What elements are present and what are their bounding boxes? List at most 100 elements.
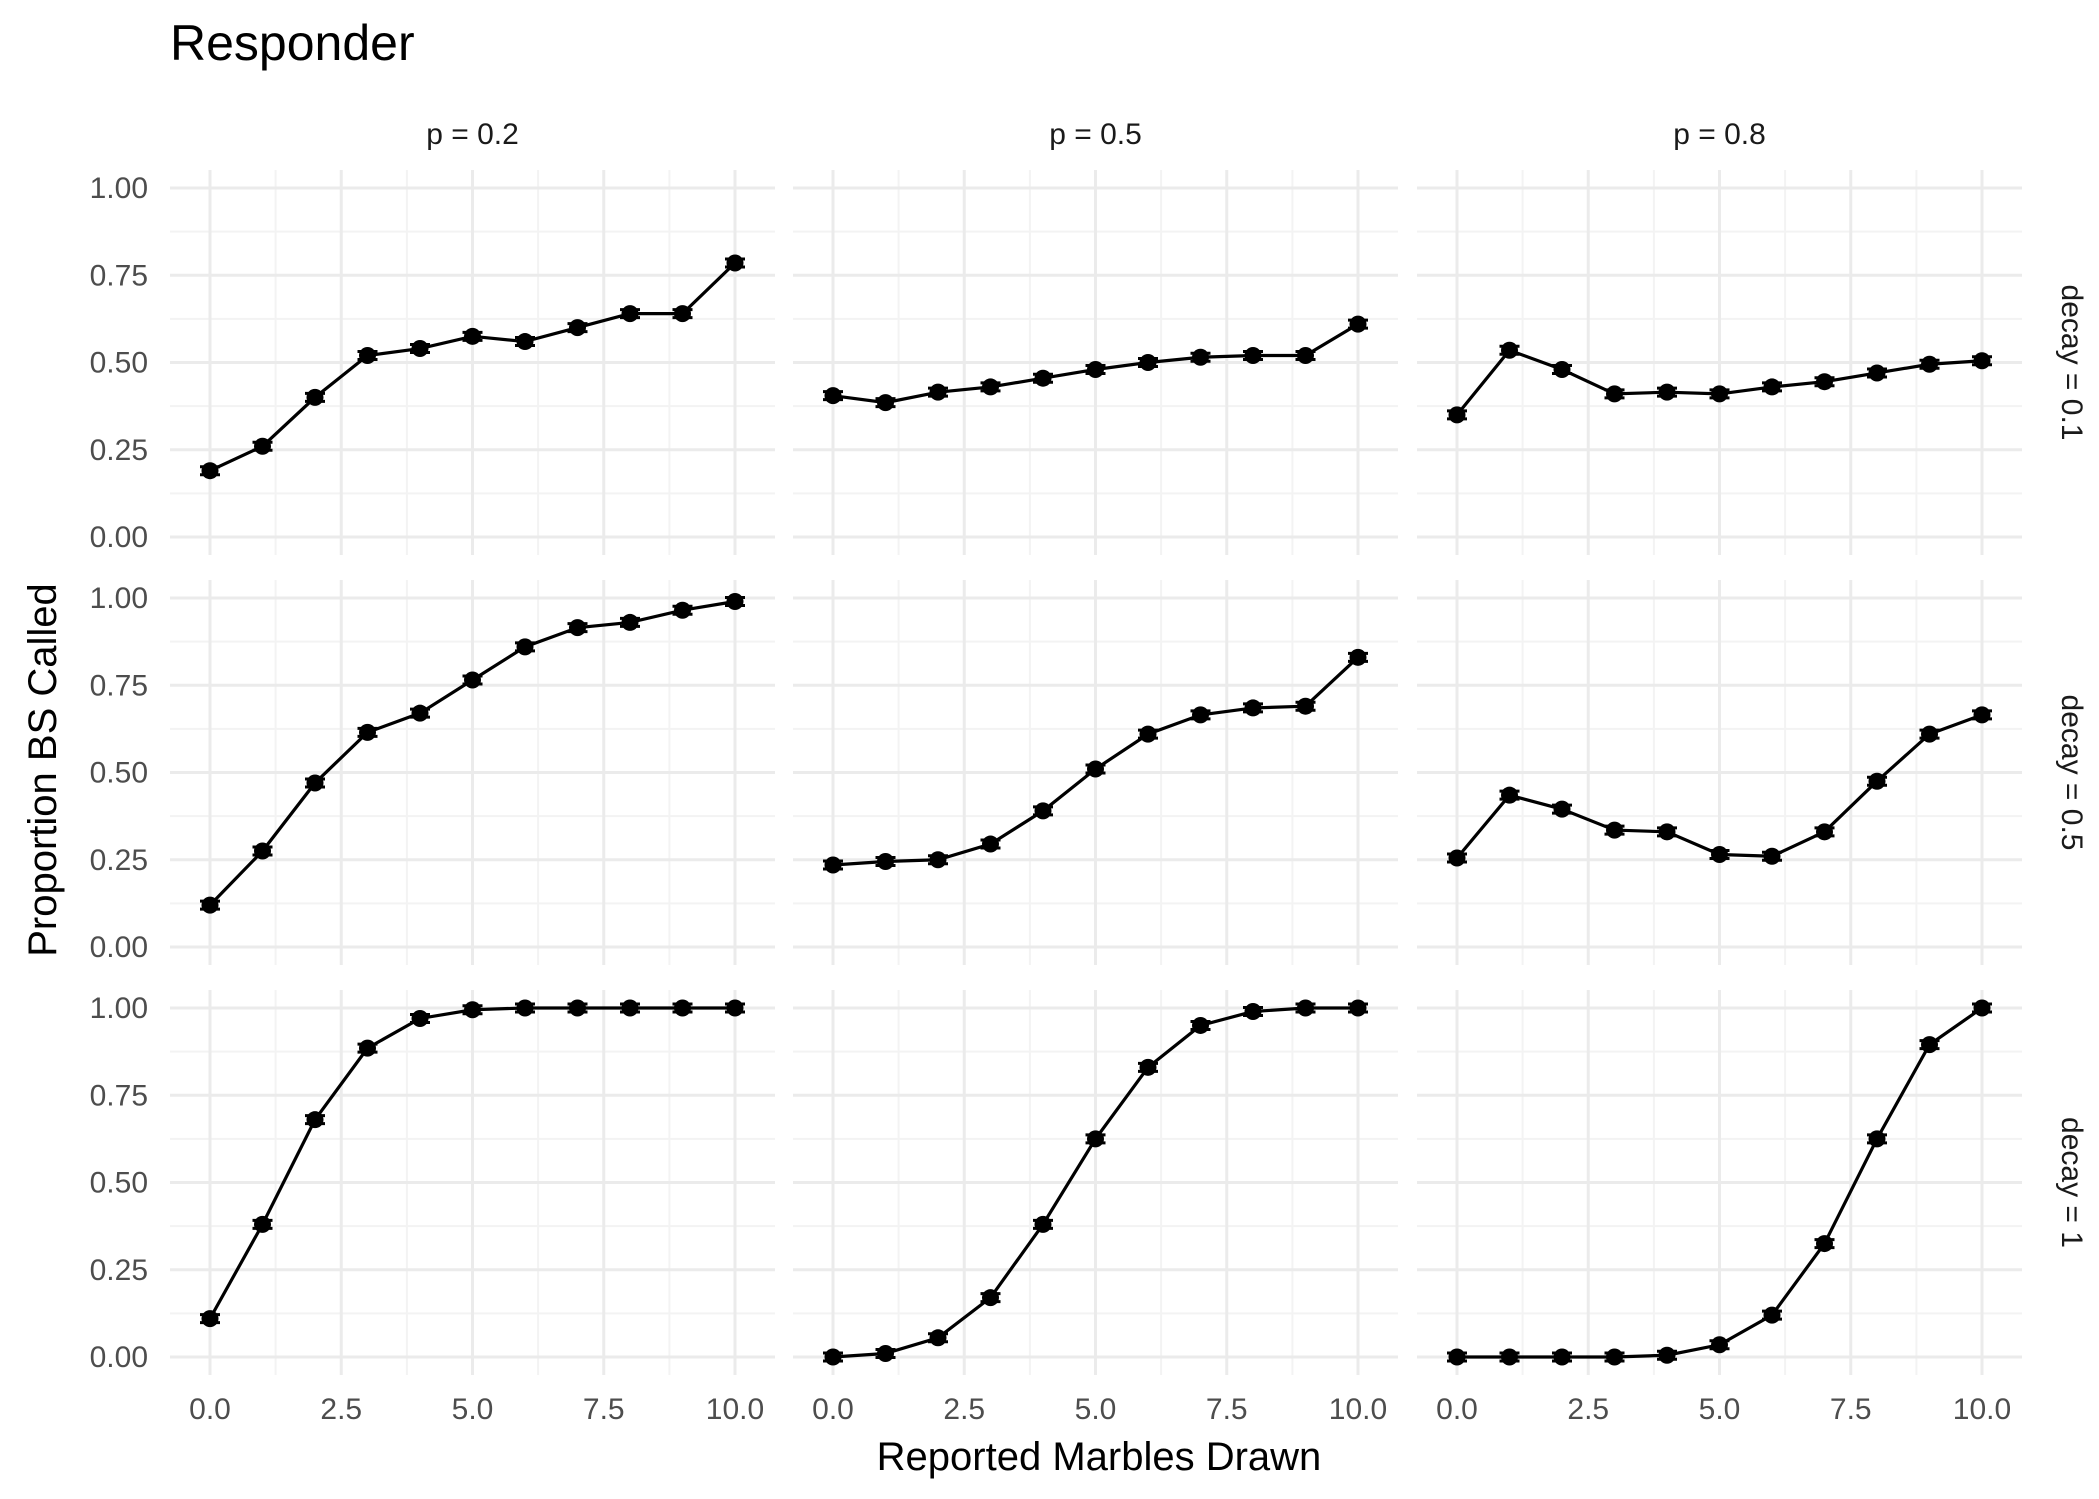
data-point <box>621 305 639 323</box>
y-tick-label: 1.00 <box>90 172 148 205</box>
facet-col-label-p-0-5: p = 0.5 <box>1049 118 1142 151</box>
y-tick-label: 0.25 <box>90 1254 148 1287</box>
data-point <box>1297 999 1314 1017</box>
data-point <box>1658 823 1676 841</box>
data-point <box>411 704 429 722</box>
y-tick-label: 0.00 <box>90 931 148 964</box>
facet-row-label-decay-0-5: decay = 0.5 <box>2055 695 2088 851</box>
y-tick-label: 1.00 <box>90 582 148 615</box>
data-point <box>877 852 894 870</box>
data-point <box>929 383 947 401</box>
x-tick-label: 0.0 <box>812 1393 854 1426</box>
data-point <box>1763 847 1781 865</box>
data-point <box>254 1215 271 1233</box>
data-point <box>726 592 744 610</box>
data-point <box>824 1348 842 1366</box>
data-point <box>1448 406 1466 424</box>
y-tick-label: 0.50 <box>90 347 148 380</box>
panel-p-0-5-decay-0-5 <box>793 580 1398 965</box>
data-point <box>1658 383 1676 401</box>
x-tick-label: 0.0 <box>1436 1393 1478 1426</box>
data-point <box>1087 1130 1104 1148</box>
data-point <box>1244 347 1262 365</box>
data-point <box>464 671 481 689</box>
facet-row-label-decay-1: decay = 1 <box>2055 1117 2088 1248</box>
data-point <box>1606 821 1623 839</box>
panel-p-0-8-decay-0-5 <box>1417 580 2022 965</box>
data-point <box>982 378 999 396</box>
x-tick-label: 7.5 <box>1830 1393 1872 1426</box>
data-point <box>1553 360 1571 378</box>
data-point <box>1297 347 1314 365</box>
y-tick-label: 1.00 <box>90 992 148 1025</box>
data-point <box>359 1039 376 1057</box>
x-tick-label: 5.0 <box>452 1393 494 1426</box>
y-tick-label: 0.00 <box>90 521 148 554</box>
data-point <box>1139 1058 1157 1076</box>
data-point <box>411 1009 429 1027</box>
y-tick-label: 0.50 <box>90 1167 148 1200</box>
data-point <box>824 856 842 874</box>
data-point <box>1973 352 1991 370</box>
x-tick-label: 10.0 <box>1953 1393 2011 1426</box>
y-tick-label: 0.75 <box>90 669 148 702</box>
data-point <box>1816 373 1833 391</box>
data-point <box>254 842 271 860</box>
data-point <box>201 896 219 914</box>
x-tick-label: 10.0 <box>1329 1393 1387 1426</box>
data-point <box>1034 802 1052 820</box>
data-point <box>1606 1348 1623 1366</box>
data-point <box>516 999 534 1017</box>
data-point <box>1763 1306 1781 1324</box>
x-tick-label: 2.5 <box>943 1393 985 1426</box>
panel-p-0-2-decay-1: 0.00 0.25 0.50 0.75 1.00 0.0 2.5 5.0 7.5 10.0 <box>90 990 775 1426</box>
data-point <box>1501 786 1518 804</box>
y-tick-label: 0.25 <box>90 434 148 467</box>
data-point <box>306 774 324 792</box>
data-point <box>726 999 744 1017</box>
data-point <box>674 999 691 1017</box>
x-tick-label: 5.0 <box>1075 1393 1117 1426</box>
data-point <box>411 340 429 358</box>
data-point <box>1711 1336 1728 1354</box>
data-point <box>621 999 639 1017</box>
data-point <box>1501 1348 1518 1366</box>
x-tick-label: 10.0 <box>706 1393 764 1426</box>
x-tick-label: 2.5 <box>320 1393 362 1426</box>
data-point <box>569 319 586 337</box>
data-point <box>1816 1235 1833 1253</box>
data-point <box>621 613 639 631</box>
data-point <box>1606 385 1623 403</box>
data-point <box>1139 725 1157 743</box>
y-tick-label: 0.25 <box>90 844 148 877</box>
data-point <box>1087 760 1104 778</box>
data-point <box>1349 999 1367 1017</box>
x-tick-label: 7.5 <box>1206 1393 1248 1426</box>
data-point <box>1711 846 1728 864</box>
data-point <box>569 619 586 637</box>
data-point <box>1658 1346 1676 1364</box>
data-point <box>1973 999 1991 1017</box>
data-point <box>1244 699 1262 717</box>
data-point <box>929 1329 947 1347</box>
facet-row-label-decay-0-1: decay = 0.1 <box>2055 285 2088 441</box>
data-point <box>726 254 744 272</box>
data-point <box>359 723 376 741</box>
data-point <box>1034 369 1052 387</box>
data-point <box>1921 355 1938 373</box>
data-point <box>306 1111 324 1129</box>
data-point <box>1711 385 1728 403</box>
data-point <box>254 437 271 455</box>
y-tick-label: 0.75 <box>90 259 148 292</box>
data-point <box>877 1345 894 1363</box>
panel-p-0-8-decay-0-1 <box>1417 170 2022 555</box>
y-tick-label: 0.00 <box>90 1341 148 1374</box>
data-point <box>516 333 534 351</box>
data-point <box>674 601 691 619</box>
data-point <box>1553 1348 1571 1366</box>
chart-title: Responder <box>170 15 415 71</box>
data-point <box>1192 706 1209 724</box>
panel-p-0-5-decay-0-1 <box>793 170 1398 555</box>
